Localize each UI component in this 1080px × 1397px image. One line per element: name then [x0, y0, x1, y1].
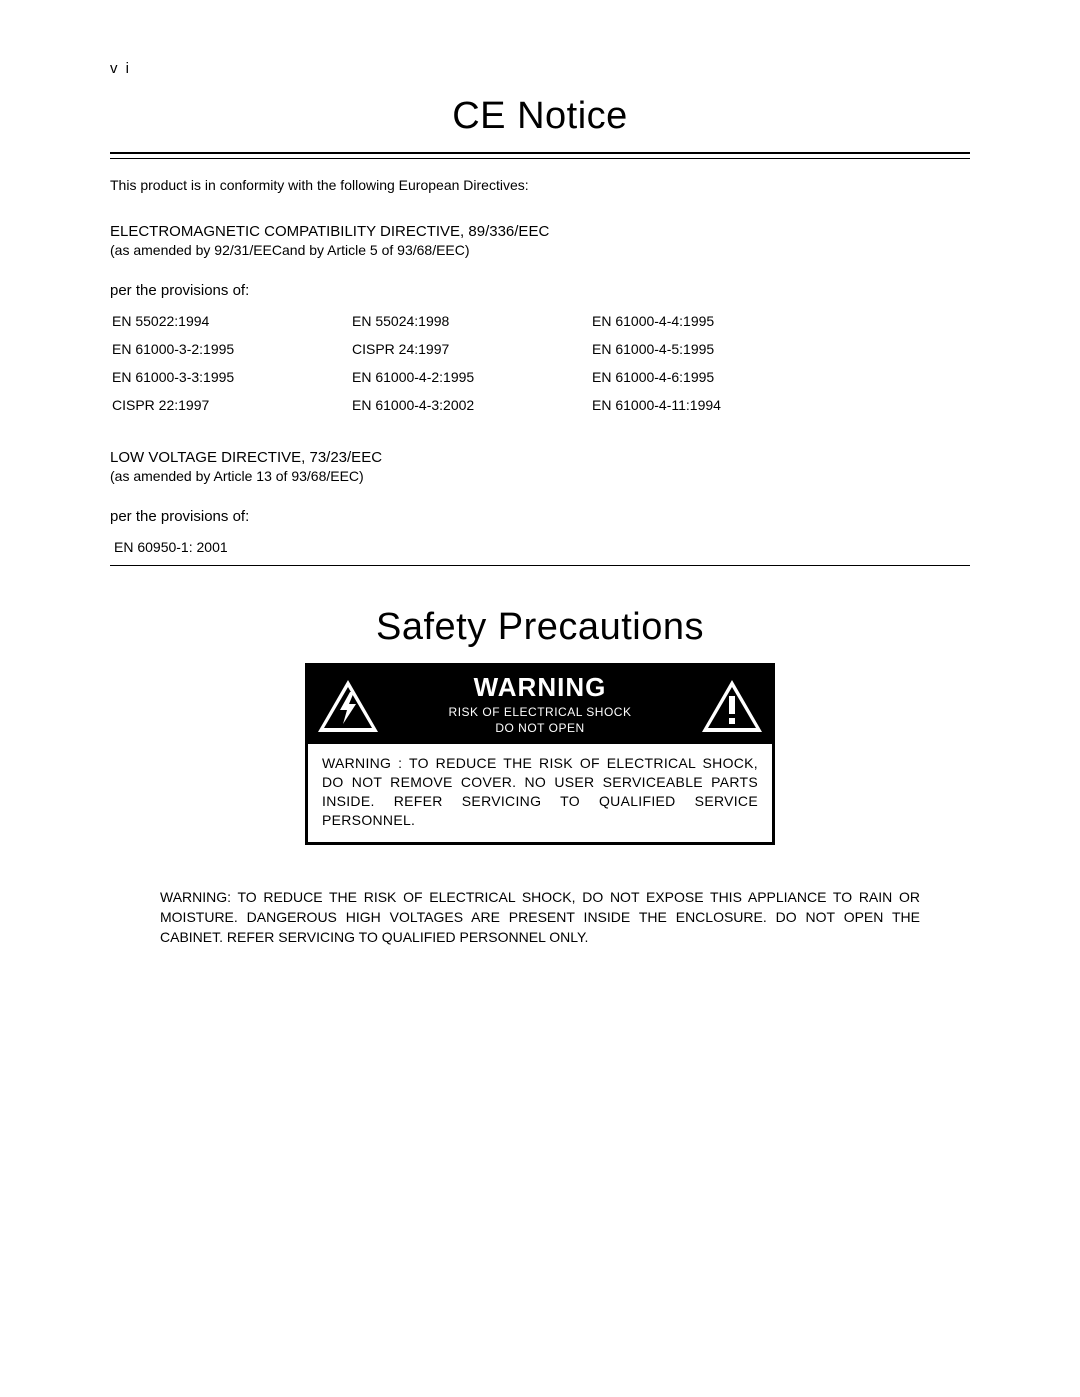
lv-provisions-label: per the provisions of: — [110, 508, 970, 525]
standard-cell: EN 61000-4-6:1995 — [592, 369, 822, 385]
standard-cell: EN 61000-4-11:1994 — [592, 397, 822, 413]
standard-cell: EN 55022:1994 — [112, 313, 342, 329]
standard-cell: EN 55024:1998 — [352, 313, 582, 329]
divider-thin — [110, 158, 970, 159]
ce-notice-heading: CE Notice — [110, 95, 970, 138]
standard-cell: EN 61000-4-3:2002 — [352, 397, 582, 413]
emc-directive-title: ELECTROMAGNETIC COMPATIBILITY DIRECTIVE,… — [110, 223, 970, 240]
ce-intro-text: This product is in conformity with the f… — [110, 177, 970, 193]
standard-cell: EN 61000-4-5:1995 — [592, 341, 822, 357]
warning-box: WARNING RISK OF ELECTRICAL SHOCK DO NOT … — [305, 663, 775, 845]
warning-risk-line1: RISK OF ELECTRICAL SHOCK — [392, 705, 688, 721]
shock-hazard-icon — [308, 666, 388, 744]
warning-label: WARNING — [392, 672, 688, 703]
emc-title-caps: ELECTROMAGNETIC COMPATIBILITY DIRECTIVE, — [110, 223, 464, 240]
safety-paragraph-text: WARNING: TO REDUCE THE RISK OF ELECTRICA… — [160, 889, 920, 946]
standard-cell: CISPR 22:1997 — [112, 397, 342, 413]
standard-cell: EN 61000-3-3:1995 — [112, 369, 342, 385]
standard-cell: CISPR 24:1997 — [352, 341, 582, 357]
warning-risk-line2: DO NOT OPEN — [392, 721, 688, 737]
lv-title-caps: LOW VOLTAGE DIRECTIVE, — [110, 449, 305, 466]
lv-standard: EN 60950-1: 2001 — [110, 539, 970, 555]
page-number: v i — [110, 60, 970, 77]
safety-heading: Safety Precautions — [110, 606, 970, 649]
emc-standards-grid: EN 55022:1994 EN 55024:1998 EN 61000-4-4… — [110, 313, 970, 413]
emc-title-ref: 89/336/EEC — [464, 223, 549, 240]
emc-amended-text: (as amended by 92/31/EECand by Article 5… — [110, 242, 970, 258]
lv-amended-text: (as amended by Article 13 of 93/68/EEC) — [110, 468, 970, 484]
caution-exclaim-icon — [692, 666, 772, 744]
safety-paragraph: WARNING: TO REDUCE THE RISK OF ELECTRICA… — [160, 887, 920, 948]
standard-cell: EN 61000-4-2:1995 — [352, 369, 582, 385]
lv-directive-title: LOW VOLTAGE DIRECTIVE, 73/23/EEC — [110, 449, 970, 466]
divider-thick — [110, 152, 970, 154]
standard-cell: EN 61000-3-2:1995 — [112, 341, 342, 357]
standard-cell: EN 61000-4-4:1995 — [592, 313, 822, 329]
lv-title-ref: 73/23/EEC — [305, 449, 382, 466]
emc-provisions-label: per the provisions of: — [110, 282, 970, 299]
warning-box-body: WARNING : TO REDUCE THE RISK OF ELECTRIC… — [308, 744, 772, 842]
